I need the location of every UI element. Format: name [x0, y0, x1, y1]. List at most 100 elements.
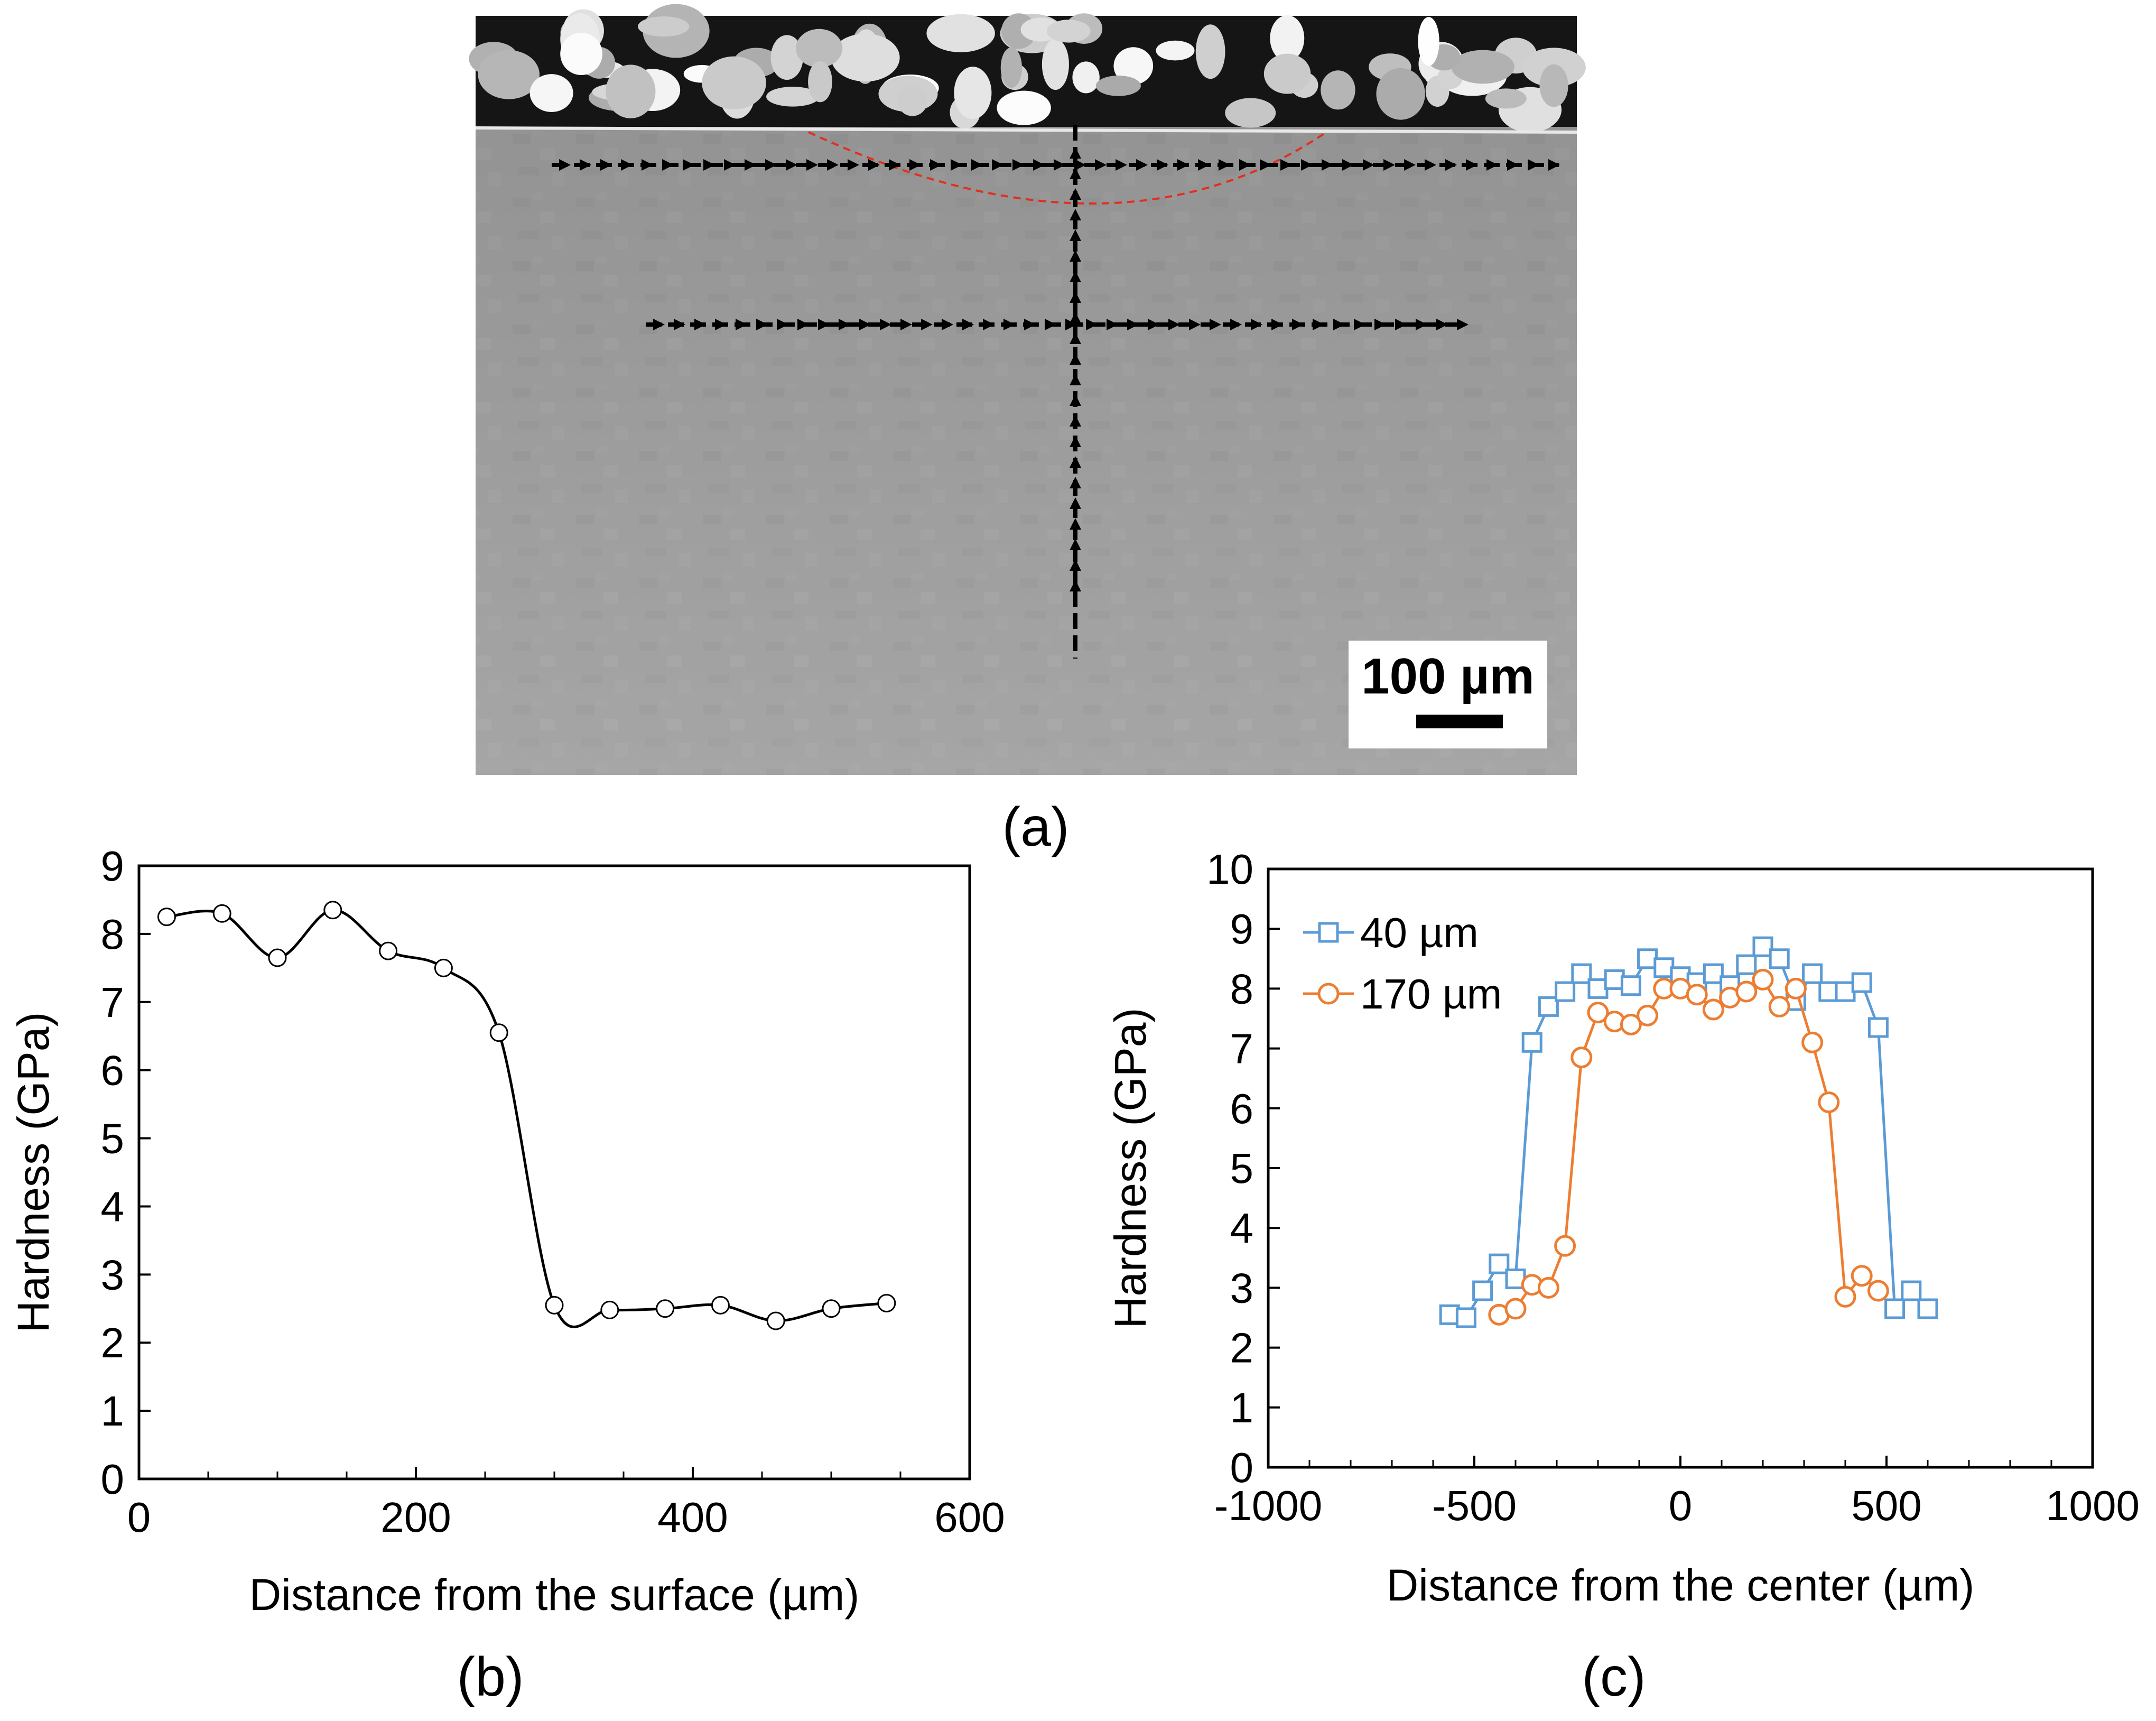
panel-b-label: (b)	[457, 1646, 524, 1708]
indent-mark	[839, 319, 850, 330]
data-point	[1637, 1004, 1659, 1026]
indent-mark	[1127, 319, 1139, 330]
data-point	[1504, 1298, 1527, 1320]
x-tick-label: 200	[380, 1494, 451, 1541]
coating-grain	[560, 32, 602, 76]
indent-mark	[1012, 159, 1024, 171]
indent-mark	[1086, 319, 1098, 330]
coating-grains	[469, 4, 1586, 133]
data-point	[1752, 968, 1774, 991]
indent-mark	[859, 319, 871, 330]
indent-mark	[1070, 353, 1081, 365]
indent-mark	[1074, 159, 1086, 171]
series-line-1	[1498, 977, 1880, 1316]
indent-mark	[777, 319, 788, 330]
data-point	[1555, 981, 1576, 1002]
indent-mark	[1198, 159, 1210, 171]
micrograph-panel: 100 µm (a)	[469, 4, 1586, 858]
y-tick-label: 2	[101, 1319, 125, 1366]
indent-mark	[1070, 250, 1081, 262]
indent-mark	[1210, 319, 1221, 330]
chart-c-y-axis-label: Hardness (GPa)	[1105, 1008, 1155, 1329]
indent-mark	[1045, 319, 1056, 330]
chart-b-y-axis-label: Hardness (GPa)	[8, 1012, 58, 1333]
indent-mark	[1070, 312, 1081, 323]
coating-grain	[766, 87, 820, 107]
indent-mark	[1107, 319, 1118, 330]
data-point	[1703, 963, 1724, 984]
data-point	[1489, 1253, 1510, 1274]
indent-mark	[1070, 415, 1081, 427]
indent-mark	[1251, 319, 1262, 330]
data-point	[1917, 1298, 1938, 1319]
indent-mark	[1148, 319, 1159, 330]
indent-mark	[909, 159, 921, 171]
data-point	[1851, 1265, 1873, 1287]
data-point	[1802, 963, 1823, 984]
indent-mark	[1070, 518, 1081, 530]
indent-mark	[786, 159, 797, 171]
y-tick-label: 9	[101, 843, 125, 890]
data-point	[1884, 1298, 1906, 1319]
indent-mark	[1070, 436, 1081, 447]
chart-c: -1000 -500 0 500 1000 0 1 2 3 4 5 6 7 8 9 10 40 µm 170 µ…	[1105, 846, 2140, 1708]
indent-mark	[1095, 159, 1107, 171]
data-point	[1901, 1280, 1922, 1301]
data-point	[1801, 1031, 1824, 1053]
coating-grain	[606, 64, 656, 118]
coating-grain	[1225, 98, 1276, 128]
chart-b-x-axis-label: Distance from the surface (µm)	[249, 1570, 860, 1620]
legend-label: 170 µm	[1360, 970, 1502, 1017]
indent-mark	[1070, 188, 1081, 200]
indent-mark	[900, 319, 912, 330]
data-point	[1867, 1017, 1889, 1038]
indent-mark	[942, 319, 953, 330]
y-tick-label: 9	[1230, 905, 1254, 952]
indent-mark	[1395, 319, 1407, 330]
data-point	[1686, 984, 1708, 1006]
chart-c-x-axis-label: Distance from the center (µm)	[1387, 1560, 1975, 1610]
coating-grain	[1000, 47, 1023, 88]
chart-b-ticks: 0 200 400 600 0 1 2 3 4 5 6 7 8 9	[101, 843, 1005, 1541]
indent-mark	[1333, 319, 1345, 330]
data-point	[157, 908, 176, 927]
indent-mark	[992, 159, 1003, 171]
y-tick-label: 5	[101, 1115, 125, 1162]
x-tick-label: 1000	[2046, 1482, 2140, 1529]
data-point	[1702, 998, 1724, 1021]
indent-mark	[921, 319, 933, 330]
coating-grain	[1072, 61, 1100, 94]
data-point	[1554, 1235, 1576, 1257]
data-point	[1521, 1032, 1542, 1053]
indent-mark	[1383, 159, 1395, 171]
y-tick-label: 1	[1230, 1384, 1254, 1431]
y-tick-label: 2	[1230, 1325, 1254, 1372]
indent-mark	[1354, 319, 1365, 330]
indent-mark	[653, 319, 665, 330]
indent-mark	[600, 159, 612, 171]
y-tick-label: 1	[101, 1387, 125, 1435]
data-point	[1587, 1002, 1609, 1024]
coating-grain	[926, 14, 995, 52]
coating-grain	[529, 74, 573, 112]
y-tick-label: 6	[1230, 1085, 1254, 1132]
data-point	[766, 1311, 785, 1330]
data-point	[379, 941, 398, 960]
x-tick-label: 500	[1851, 1482, 1921, 1529]
indent-mark	[1070, 394, 1081, 406]
indent-mark	[559, 159, 571, 171]
y-tick-label: 4	[1230, 1205, 1254, 1252]
coating-grain	[638, 16, 690, 37]
y-tick-label: 5	[1230, 1145, 1254, 1192]
indent-mark	[806, 159, 818, 171]
indent-mark	[703, 159, 715, 171]
coating-grain	[1321, 70, 1355, 110]
indent-mark	[1363, 159, 1374, 171]
indent-mark	[1024, 319, 1036, 330]
indent-mark	[1070, 497, 1081, 509]
data-point	[1537, 1276, 1559, 1299]
indent-mark	[1070, 209, 1081, 220]
indent-mark	[1404, 159, 1416, 171]
indent-mark	[1457, 319, 1469, 330]
